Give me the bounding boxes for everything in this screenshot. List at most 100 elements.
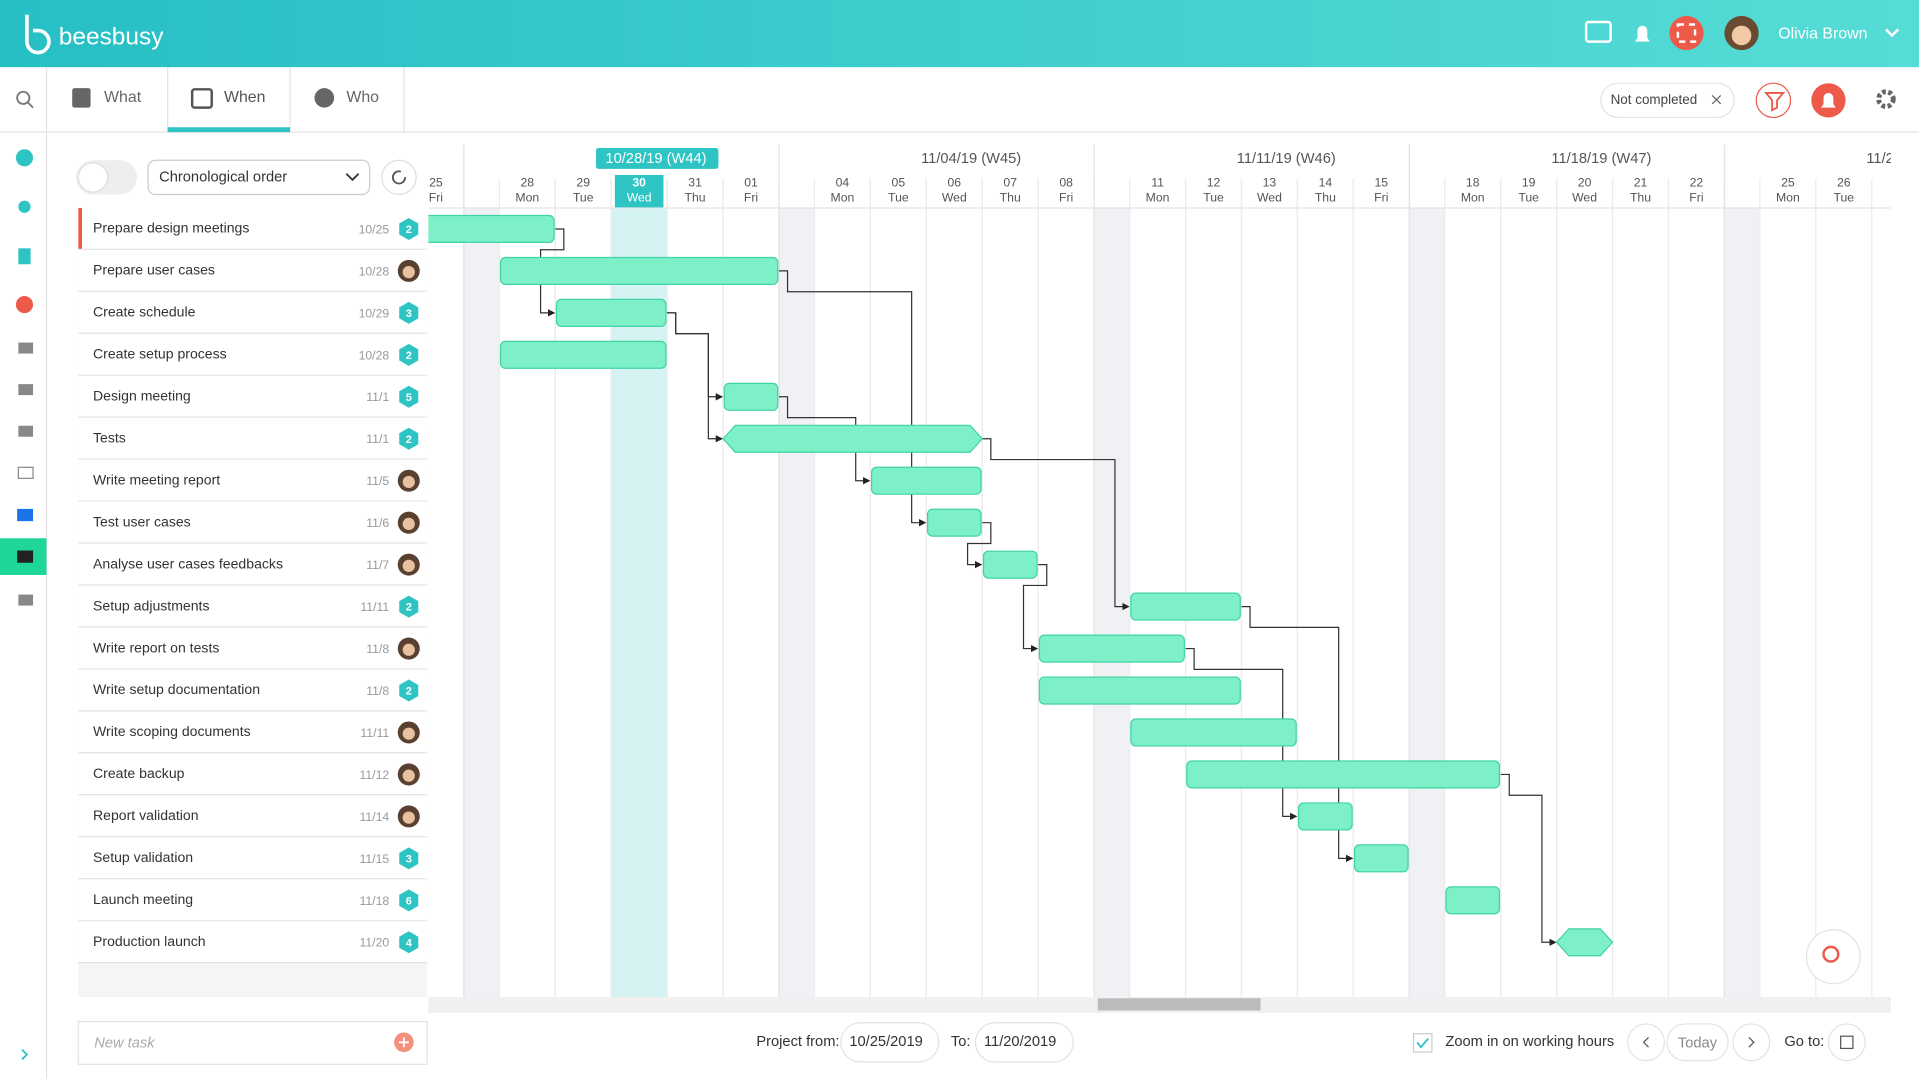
task-bar[interactable] <box>1186 760 1501 789</box>
task-row[interactable] <box>78 837 428 879</box>
task-bar[interactable] <box>722 424 984 453</box>
zoom-checkbox[interactable] <box>1412 1033 1433 1053</box>
assignee-count: 2 <box>406 686 412 698</box>
task-row[interactable] <box>78 375 428 417</box>
task-name[interactable]: Production launch <box>93 933 206 949</box>
task-date: 11/20 <box>360 936 390 950</box>
task-bar[interactable] <box>1298 802 1353 831</box>
day-name: Wed <box>942 190 967 204</box>
task-name[interactable]: Analyse user cases feedbacks <box>93 555 283 571</box>
filter-remove[interactable] <box>1711 94 1722 105</box>
assignee-count: 3 <box>406 308 412 320</box>
task-name[interactable]: Report validation <box>93 807 199 823</box>
next-button[interactable] <box>1732 1023 1771 1062</box>
task-bar[interactable] <box>555 298 667 327</box>
day-number: 25 <box>429 176 443 190</box>
day-name: Tue <box>1833 190 1854 204</box>
today-button[interactable] <box>1666 1023 1729 1062</box>
zoom-button[interactable] <box>1805 929 1861 985</box>
scroll-thumb[interactable] <box>1097 998 1261 1011</box>
tab-what[interactable]: What <box>104 89 142 106</box>
day-number: 29 <box>576 176 590 190</box>
task-name[interactable]: Design meeting <box>93 388 191 404</box>
task-name[interactable]: Create schedule <box>93 304 196 320</box>
task-date: 11/11 <box>360 600 389 614</box>
task-row[interactable] <box>78 291 428 333</box>
task-name[interactable]: Launch meeting <box>93 891 193 907</box>
task-name[interactable]: Create backup <box>93 765 185 781</box>
day-number: 20 <box>1578 176 1592 190</box>
task-name[interactable]: Create setup process <box>93 346 227 362</box>
day-number: 25 <box>1781 176 1795 190</box>
task-row[interactable] <box>78 795 428 837</box>
avatar-face <box>1731 25 1752 46</box>
prev-button[interactable] <box>1627 1023 1666 1062</box>
task-bar[interactable] <box>499 340 667 369</box>
filter-chip[interactable] <box>1600 82 1735 119</box>
user-name[interactable]: Olivia Brown <box>1778 25 1867 42</box>
task-row[interactable] <box>78 921 428 963</box>
task-row[interactable] <box>78 627 428 669</box>
task-bar[interactable] <box>1445 886 1501 915</box>
task-row[interactable] <box>78 711 428 753</box>
zoom-icon <box>1822 945 1840 963</box>
task-name[interactable]: Setup adjustments <box>93 597 210 613</box>
task-row[interactable] <box>78 459 428 501</box>
from-input[interactable] <box>840 1022 940 1063</box>
task-bar[interactable] <box>1038 676 1241 705</box>
to-input[interactable] <box>974 1022 1074 1063</box>
calendar-button[interactable] <box>1827 1023 1866 1062</box>
task-bar[interactable] <box>1130 718 1297 747</box>
task-row[interactable] <box>78 585 428 627</box>
task-row[interactable] <box>78 753 428 795</box>
task-bar[interactable] <box>926 508 982 537</box>
assignee-count: 4 <box>406 937 413 949</box>
task-name[interactable]: Prepare design meetings <box>93 220 249 236</box>
task-name[interactable]: Prepare user cases <box>93 262 215 278</box>
day-name: Fri <box>429 190 443 204</box>
search-icon[interactable] <box>16 90 31 105</box>
task-name[interactable]: Write report on tests <box>93 639 219 655</box>
task-name[interactable]: Write setup documentation <box>93 681 260 697</box>
dependency-link <box>1185 647 1298 821</box>
task-date: 11/18 <box>360 894 390 908</box>
add-filter-button[interactable] <box>1755 82 1792 119</box>
task-bar[interactable] <box>1038 634 1185 663</box>
task-row[interactable] <box>78 207 428 249</box>
task-name[interactable]: Setup validation <box>93 849 193 865</box>
chat-icon[interactable] <box>1584 20 1612 43</box>
task-bar[interactable] <box>499 256 779 285</box>
task-bar[interactable] <box>1555 928 1614 957</box>
user-menu-caret[interactable] <box>1885 28 1900 38</box>
assignee-count: 2 <box>406 434 412 446</box>
task-name[interactable]: Tests <box>93 429 126 445</box>
tab-when[interactable]: When <box>224 89 266 106</box>
task-row[interactable] <box>78 543 428 585</box>
settings-icon[interactable] <box>1876 89 1896 109</box>
task-name[interactable]: Test user cases <box>93 513 191 529</box>
task-row[interactable] <box>78 501 428 543</box>
task-row[interactable] <box>78 249 428 291</box>
task-bar[interactable] <box>409 214 555 244</box>
task-bar[interactable] <box>871 466 982 495</box>
task-row[interactable] <box>78 669 428 711</box>
top-bar <box>0 0 1919 68</box>
task-bar[interactable] <box>1130 592 1241 621</box>
task-row[interactable] <box>78 333 428 375</box>
day-name: Tue <box>1203 190 1224 204</box>
task-bar[interactable] <box>982 550 1038 579</box>
task-name[interactable]: Write scoping documents <box>93 723 251 739</box>
refresh-button[interactable] <box>381 159 417 196</box>
assignee-badge <box>399 889 419 912</box>
avatar-face <box>402 727 415 740</box>
tab-who[interactable]: Who <box>346 89 379 106</box>
fullscreen-button[interactable] <box>1669 15 1704 51</box>
sort-select[interactable] <box>147 159 371 196</box>
task-bar[interactable] <box>723 382 779 411</box>
new-task-input[interactable] <box>77 1020 428 1065</box>
task-name[interactable]: Write meeting report <box>93 471 220 487</box>
task-row[interactable] <box>78 417 428 459</box>
task-bar[interactable] <box>1353 844 1409 873</box>
task-row[interactable] <box>78 879 428 921</box>
bell-icon[interactable] <box>1635 25 1650 42</box>
